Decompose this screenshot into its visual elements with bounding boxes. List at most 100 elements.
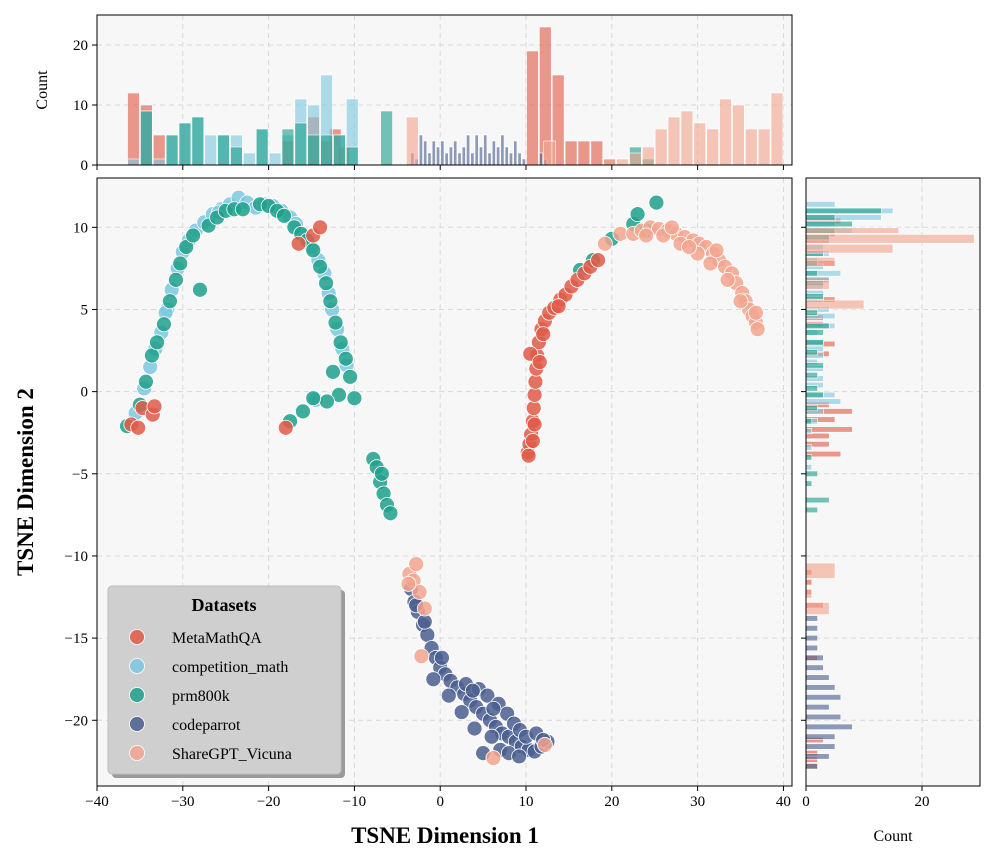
point-prm800k — [325, 364, 341, 380]
point-sharegpt-vicuna — [702, 255, 719, 272]
point-prm800k — [337, 350, 354, 367]
right-hist-bar-competition-math — [805, 427, 813, 435]
right-hist-bar-codeparrot — [805, 684, 836, 691]
right-hist-bar-prm800k — [805, 496, 830, 504]
top-hist-bar-competition-math — [243, 152, 256, 166]
right-hist-bar-sharegpt-vicuna — [805, 227, 900, 234]
point-prm800k — [168, 271, 184, 288]
top-hist-bar-prm800k — [294, 122, 308, 166]
point-metamathqa — [526, 387, 543, 403]
point-metamathqa — [146, 398, 163, 415]
point-sharegpt-vicuna — [708, 242, 725, 259]
point-sharegpt-vicuna — [485, 750, 502, 766]
point-prm800k — [234, 201, 251, 218]
point-sharegpt-vicuna — [748, 304, 764, 321]
point-codeparrot — [483, 728, 500, 745]
point-prm800k — [322, 293, 339, 310]
point-prm800k — [382, 505, 399, 522]
top-hist-bar-competition-math — [268, 152, 282, 166]
right-hist-bar-sharegpt-vicuna — [805, 589, 813, 599]
y-tick-label: −20 — [65, 713, 88, 729]
top-hist-bar-codeparrot — [440, 140, 445, 166]
top-hist-bar-metamathqa — [577, 140, 591, 166]
top-hist-bar-codeparrot — [491, 140, 496, 166]
right-hist-bar-prm800k — [805, 329, 824, 336]
point-prm800k — [342, 368, 359, 385]
y-tick-label: 0 — [81, 385, 89, 401]
point-codeparrot — [453, 704, 470, 720]
top-histogram: 0 10 20 Count — [34, 14, 793, 174]
legend-marker-sharegpt-vicuna — [129, 745, 145, 761]
scatter-frame — [96, 177, 793, 787]
point-sharegpt-vicuna — [400, 575, 417, 592]
right-hist-bar-competition-math — [805, 398, 842, 405]
legend-box — [107, 585, 342, 775]
top-hist-bar-codeparrot — [479, 146, 483, 166]
legend-label-prm800k: prm800k — [172, 688, 230, 705]
point-prm800k — [178, 239, 195, 255]
top-hist-bar-codeparrot — [474, 134, 479, 166]
right-hist-bar-codeparrot — [805, 654, 824, 661]
point-prm800k — [295, 403, 311, 420]
point-sharegpt-vicuna — [749, 321, 766, 338]
x-tick-label: −10 — [343, 794, 366, 810]
top-hist-bar-codeparrot — [453, 140, 458, 166]
y-tick-label: 5 — [81, 302, 89, 318]
x-tick-label: 40 — [776, 794, 791, 810]
top-y-tick-label: 20 — [73, 38, 88, 54]
top-hist-bar-metamathqa — [127, 92, 140, 166]
point-prm800k — [319, 393, 335, 410]
right-hist-bar-prm800k — [805, 385, 818, 392]
y-tick-label: 10 — [73, 220, 88, 236]
point-prm800k — [149, 334, 165, 351]
right-hist-bar-sharegpt-vicuna — [805, 234, 975, 244]
legend-marker-metamathqa — [129, 629, 145, 645]
point-metamathqa — [277, 419, 294, 436]
right-hist-bar-prm800k — [805, 454, 813, 461]
right-hist-bar-prm800k — [805, 293, 824, 300]
right-hist-bar-prm800k — [805, 418, 813, 425]
top-hist-bar-prm800k — [333, 134, 346, 166]
right-hist-bar-prm800k — [805, 339, 824, 346]
point-sharegpt-vicuna — [408, 556, 425, 573]
top-hist-bar-sharegpt-vicuna — [642, 146, 655, 166]
point-prm800k — [192, 281, 208, 298]
point-prm800k — [156, 316, 172, 333]
top-histogram-frame — [96, 14, 793, 166]
right-hist-bar-prm800k — [805, 470, 818, 477]
right-hist-bar-codeparrot — [805, 753, 830, 760]
point-prm800k — [276, 207, 292, 224]
point-codeparrot — [511, 748, 528, 765]
top-hist-bar-prm800k — [281, 128, 295, 166]
top-hist-bar-prm800k — [217, 134, 230, 166]
legend: Datasets MetaMathQA competition_math prm80… — [107, 585, 345, 778]
top-hist-bar-sharegpt-vicuna — [757, 128, 771, 166]
legend-label-sharegpt-vicuna: ShareGPT_Vicuna — [172, 746, 292, 763]
right-hist-bar-prm800k — [805, 404, 818, 412]
point-prm800k — [346, 390, 363, 407]
right-hist-bar-prm800k — [805, 372, 818, 379]
top-hist-bar-codeparrot — [483, 134, 488, 166]
right-hist-bar-sharegpt-vicuna — [805, 299, 865, 310]
right-hist-bar-codeparrot — [805, 733, 836, 740]
legend-label-codeparrot: codeparrot — [172, 717, 241, 734]
right-hist-bar-prm800k — [805, 270, 818, 277]
point-sharegpt-vicuna — [663, 219, 680, 236]
point-codeparrot — [485, 700, 502, 717]
right-hist-bar-prm800k — [805, 506, 818, 514]
point-sharegpt-vicuna — [681, 239, 697, 255]
point-sharegpt-vicuna — [413, 648, 430, 665]
point-sharegpt-vicuna — [719, 271, 736, 288]
top-hist-bar-sharegpt-vicuna — [719, 98, 732, 166]
top-hist-bar-competition-math — [152, 158, 166, 166]
point-sharegpt-vicuna — [416, 600, 433, 617]
right-hist-bar-sharegpt-vicuna — [805, 257, 836, 267]
point-metamathqa — [130, 419, 147, 436]
top-hist-bar-metamathqa — [526, 50, 539, 166]
x-tick-label: 0 — [436, 794, 444, 810]
top-hist-bar-codeparrot — [427, 152, 432, 166]
top-hist-bar-metamathqa — [590, 140, 604, 166]
top-hist-bar-codeparrot — [431, 140, 436, 166]
top-hist-bar-prm800k — [320, 134, 333, 166]
